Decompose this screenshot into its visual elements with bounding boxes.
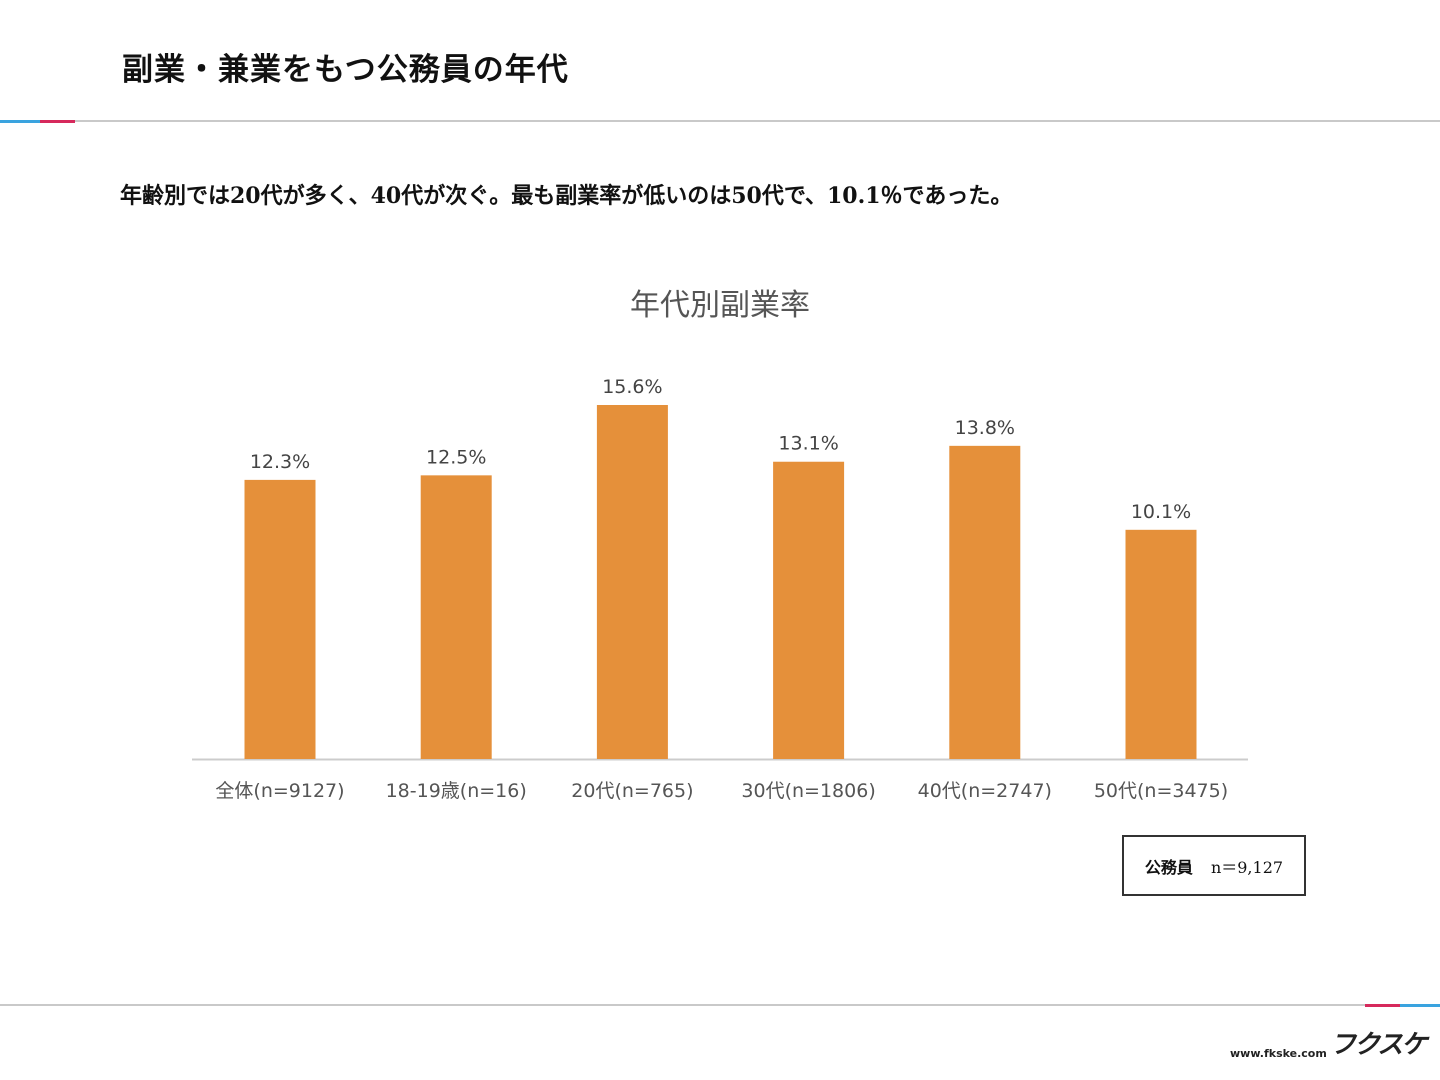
footer-divider bbox=[0, 1004, 1440, 1006]
sample-size-value: n＝9,127 bbox=[1210, 857, 1284, 877]
brand-logo: フクスケ bbox=[1330, 1030, 1427, 1060]
category-label-3: 30代(n=1806) bbox=[741, 780, 875, 802]
category-label-2: 20代(n=765) bbox=[571, 780, 693, 802]
category-label-0: 全体(n=9127) bbox=[215, 780, 344, 802]
header-divider bbox=[0, 120, 1440, 122]
data-label-2: 15.6% bbox=[602, 376, 662, 398]
sample-size-box: 公務員 n＝9,127 bbox=[1122, 835, 1306, 896]
bar-5 bbox=[1125, 529, 1197, 759]
header-accent-blue bbox=[0, 120, 40, 123]
category-label-1: 18-19歳(n=16) bbox=[386, 780, 527, 802]
bar-4 bbox=[949, 445, 1021, 759]
data-label-4: 13.8% bbox=[955, 417, 1015, 439]
chart-title: 年代別副業率 bbox=[630, 288, 810, 323]
data-label-1: 12.5% bbox=[426, 446, 486, 468]
footer-accent-red bbox=[1365, 1004, 1400, 1007]
bar-0 bbox=[244, 479, 316, 759]
category-label-5: 50代(n=3475) bbox=[1094, 780, 1228, 802]
data-label-0: 12.3% bbox=[250, 451, 310, 473]
page-title: 副業・兼業をもつ公務員の年代 bbox=[122, 52, 569, 88]
bar-2 bbox=[596, 405, 668, 759]
footer-accent-blue bbox=[1400, 1004, 1440, 1007]
data-label-5: 10.1% bbox=[1131, 501, 1191, 523]
sample-size-label: 公務員 bbox=[1144, 857, 1193, 877]
data-label-3: 13.1% bbox=[778, 433, 838, 455]
bar-3 bbox=[773, 461, 845, 759]
bar-chart: 12.3% 全体(n=9127) 12.5% 18-19歳(n=16) 15.6% 20代… bbox=[192, 376, 1248, 802]
site-url[interactable]: www.fkske.com bbox=[1230, 1047, 1327, 1060]
bar-1 bbox=[420, 475, 492, 759]
category-label-4: 40代(n=2747) bbox=[918, 780, 1052, 802]
header-accent-red bbox=[40, 120, 75, 123]
summary-text: 年齢別では20代が多く、40代が次ぐ。最も副業率が低いのは50代で、10.1％で… bbox=[120, 183, 1013, 209]
